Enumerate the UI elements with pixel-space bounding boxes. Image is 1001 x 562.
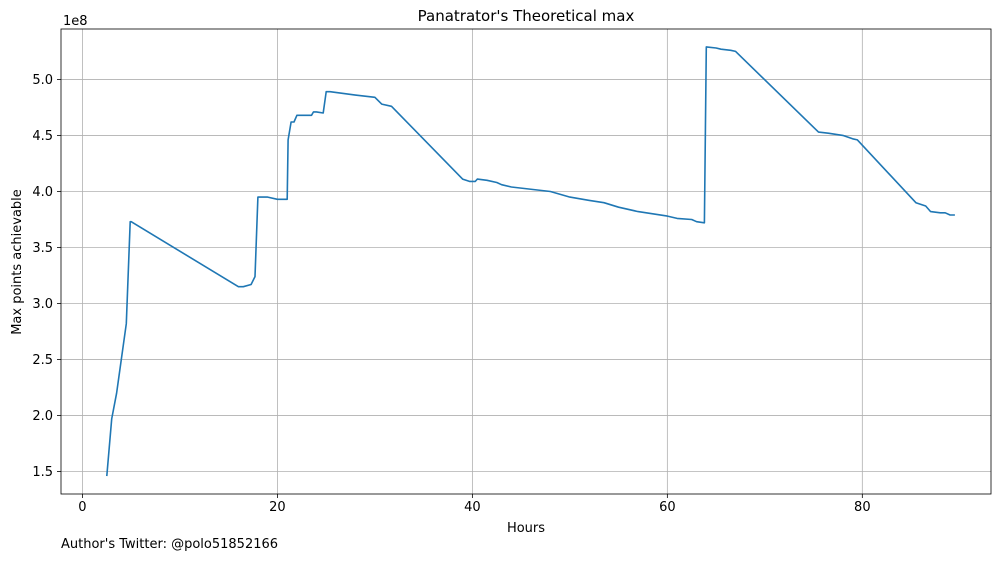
y-tick-label: 5.0 bbox=[32, 73, 53, 88]
y-axis-label: Max points achievable bbox=[10, 189, 25, 335]
y-tick-label: 3.5 bbox=[32, 241, 53, 256]
y-axis-offset-text: 1e8 bbox=[63, 14, 88, 29]
series-line bbox=[106, 46, 955, 477]
y-tick-label: 1.5 bbox=[32, 465, 53, 480]
x-tick-label: 40 bbox=[464, 500, 481, 515]
x-tick-label: 60 bbox=[659, 500, 676, 515]
grid-lines bbox=[61, 29, 991, 494]
x-tick-label: 20 bbox=[269, 500, 286, 515]
axes: 0 20 40 60 80 1.5 2.0 2.5 3.0 3.5 4.0 4.5 5.0 bbox=[32, 73, 870, 515]
y-tick-label: 2.0 bbox=[32, 409, 53, 424]
x-tick-label: 0 bbox=[78, 500, 86, 515]
chart-title: Panatrator's Theoretical max bbox=[418, 7, 635, 25]
x-tick-label: 80 bbox=[854, 500, 871, 515]
plot-area-frame bbox=[60, 28, 992, 495]
x-axis-label: Hours bbox=[507, 521, 545, 536]
y-tick-label: 4.0 bbox=[32, 185, 53, 200]
author-credit: Author's Twitter: @polo51852166 bbox=[61, 537, 279, 552]
y-tick-label: 2.5 bbox=[32, 353, 53, 368]
series-layer bbox=[106, 46, 955, 477]
y-tick-label: 4.5 bbox=[32, 129, 53, 144]
y-tick-label: 3.0 bbox=[32, 297, 53, 312]
